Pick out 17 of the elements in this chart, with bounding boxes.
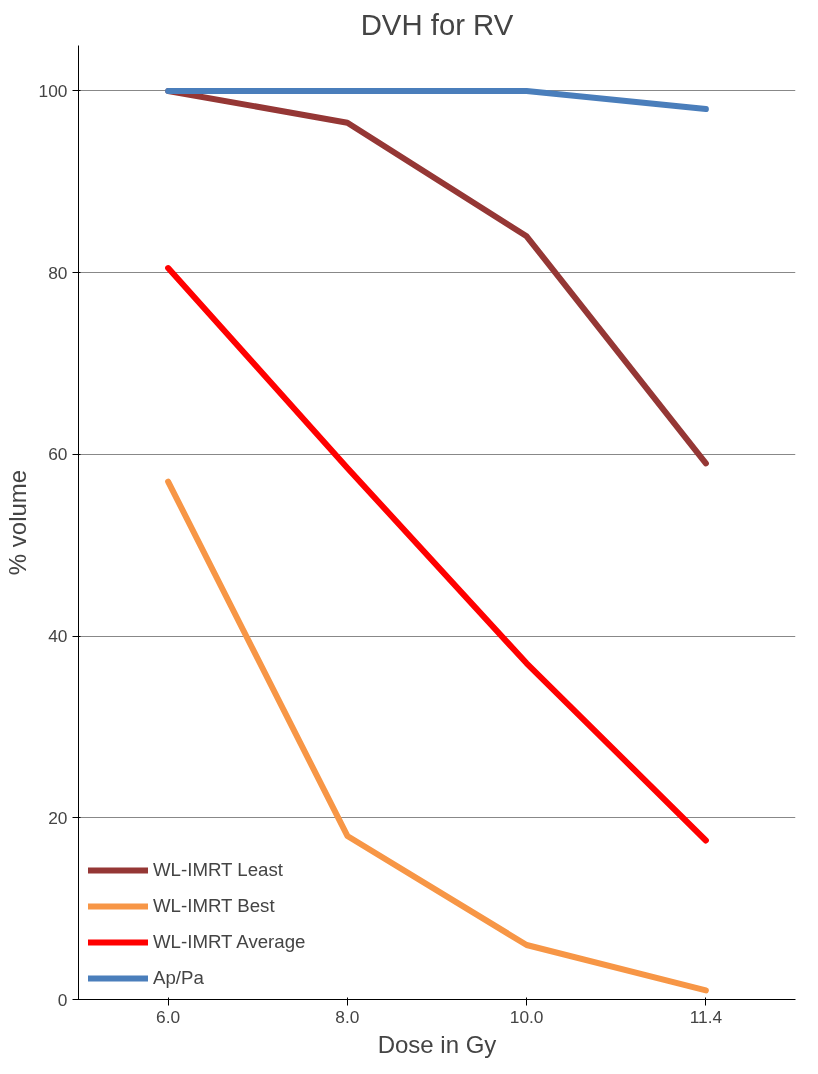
x-tick-label: 6.0 xyxy=(156,1006,181,1027)
y-tick-label: 20 xyxy=(48,807,68,828)
x-tick-label: 11.4 xyxy=(689,1006,723,1027)
x-tick-label: 8.0 xyxy=(335,1006,360,1027)
y-tick-label: 100 xyxy=(38,80,68,101)
y-tick-label: 60 xyxy=(48,444,68,465)
y-tick-label: 80 xyxy=(48,262,68,283)
legend-label: WL-IMRT Least xyxy=(153,859,283,881)
legend-label: WL-IMRT Best xyxy=(153,895,275,917)
y-tick-label: 0 xyxy=(57,989,68,1010)
legend-label: Ap/Pa xyxy=(153,967,204,989)
y-tick-label: 40 xyxy=(48,626,68,647)
legend-label: WL-IMRT Average xyxy=(153,931,306,953)
x-tick-label: 10.0 xyxy=(509,1006,544,1027)
y-axis-title: % volume xyxy=(3,469,31,576)
chart-title: DVH for RV xyxy=(360,7,514,41)
x-axis-title: Dose in Gy xyxy=(377,1030,497,1058)
